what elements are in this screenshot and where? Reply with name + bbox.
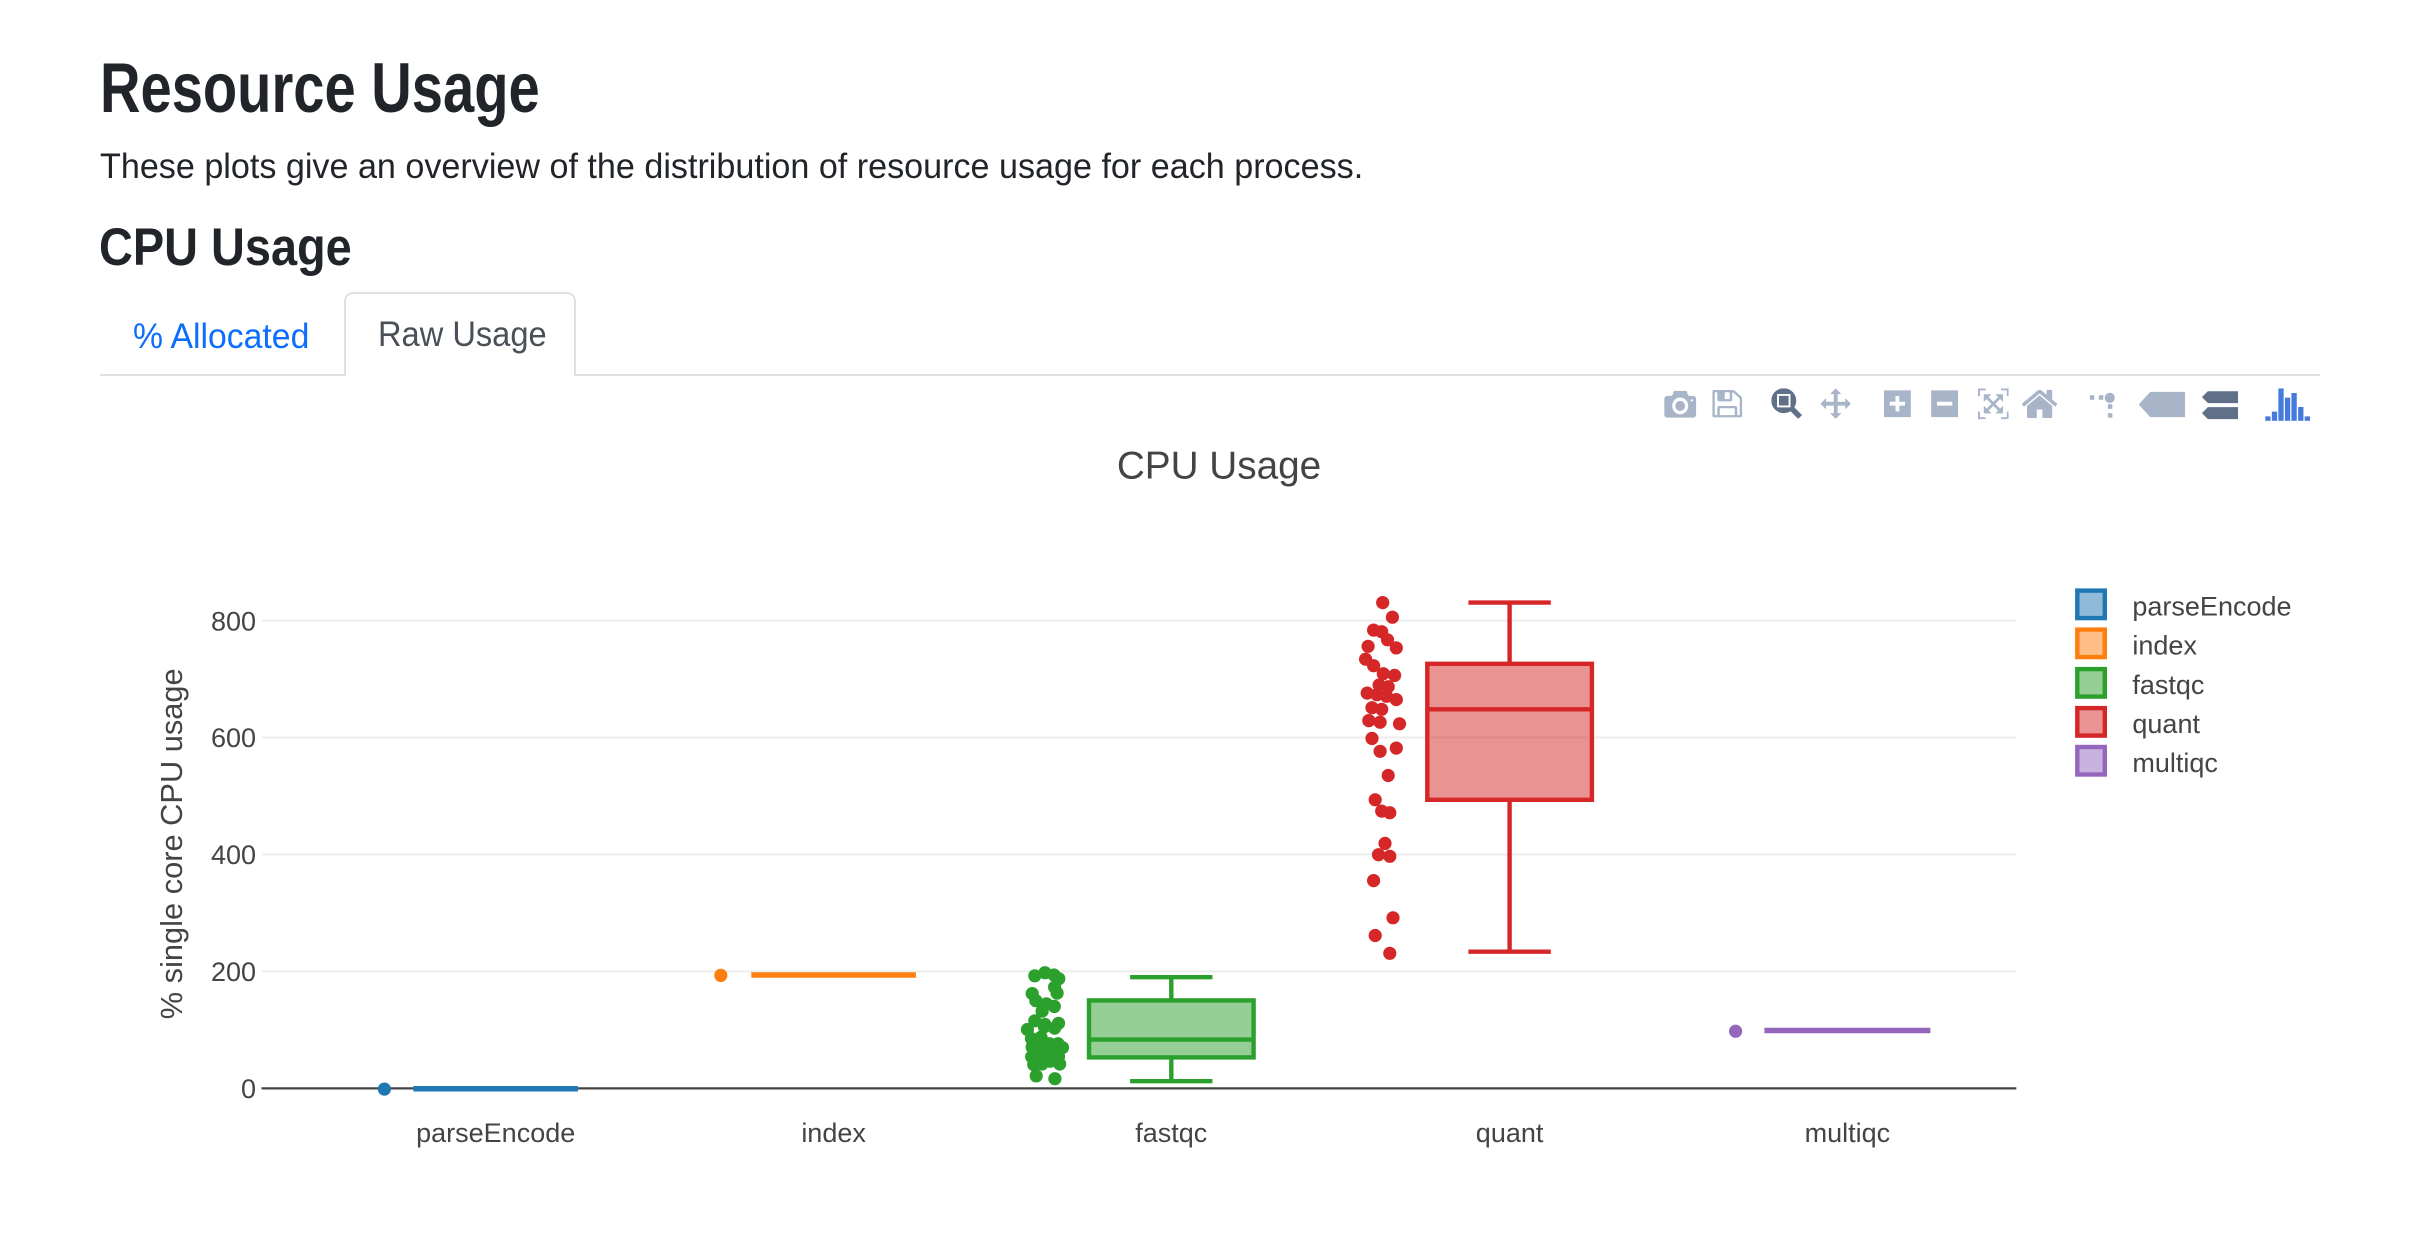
svg-text:parseEncode: parseEncode [416, 1118, 575, 1148]
svg-text:multiqc: multiqc [2132, 748, 2218, 778]
svg-text:multiqc: multiqc [1805, 1118, 1891, 1148]
svg-text:parseEncode: parseEncode [2132, 592, 2291, 622]
svg-text:600: 600 [211, 723, 256, 753]
svg-text:400: 400 [211, 840, 256, 870]
svg-text:0: 0 [241, 1074, 256, 1104]
svg-text:fastqc: fastqc [2132, 670, 2204, 700]
svg-text:index: index [2132, 631, 2197, 661]
svg-text:fastqc: fastqc [1135, 1118, 1207, 1148]
svg-text:% single core CPU usage: % single core CPU usage [154, 668, 189, 1019]
svg-text:index: index [801, 1118, 866, 1148]
svg-text:quant: quant [2132, 709, 2200, 739]
svg-text:800: 800 [211, 606, 256, 636]
svg-text:200: 200 [211, 957, 256, 987]
svg-text:quant: quant [1476, 1118, 1544, 1148]
svg-text:CPU Usage: CPU Usage [1117, 444, 1321, 487]
